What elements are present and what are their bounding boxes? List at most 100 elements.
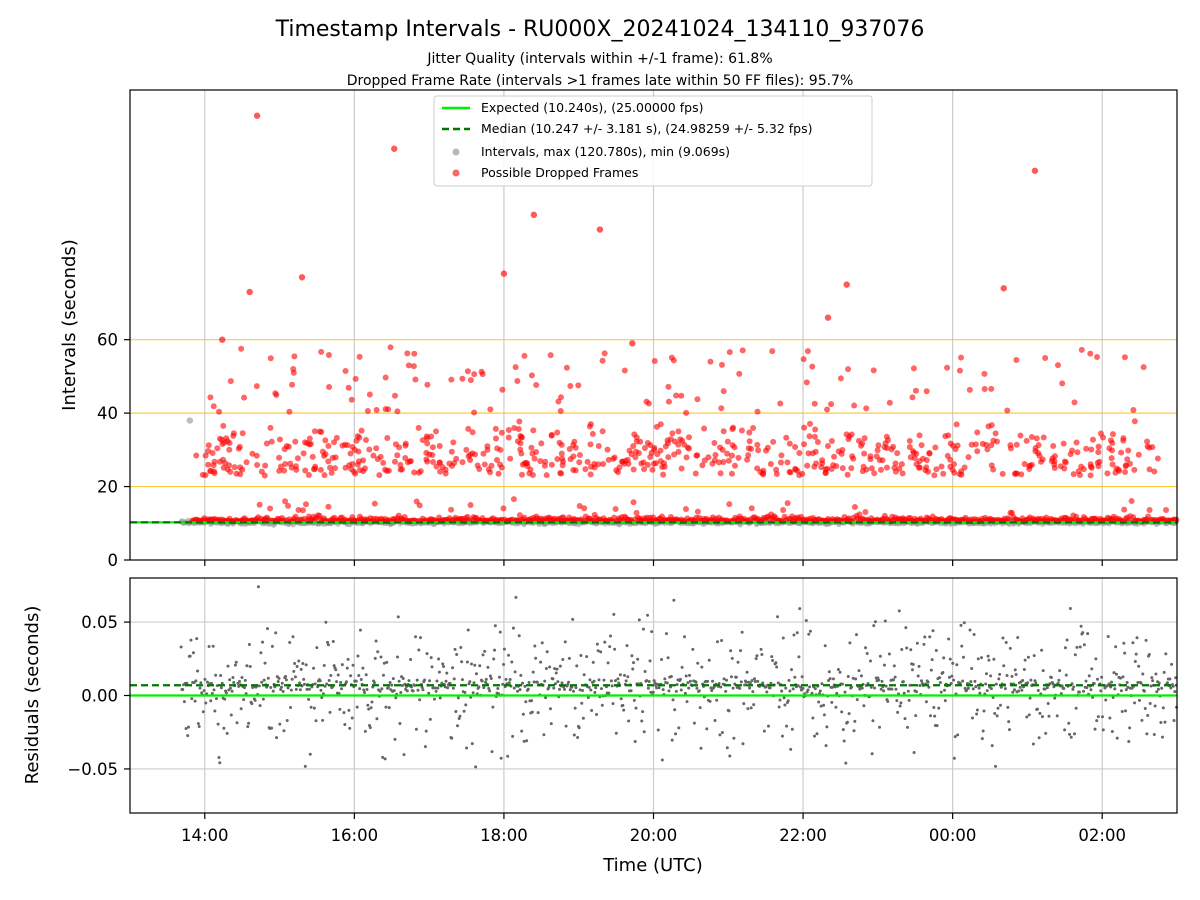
residual-point xyxy=(815,732,819,736)
residual-point xyxy=(451,686,455,690)
residual-point xyxy=(901,680,905,684)
residual-point xyxy=(521,712,525,716)
dropped-point xyxy=(557,407,564,414)
residual-point xyxy=(1020,688,1024,692)
dropped-point xyxy=(1051,453,1058,460)
residual-point xyxy=(1133,701,1137,705)
dropped-point xyxy=(1042,354,1049,361)
residual-point xyxy=(435,679,439,683)
dropped-point xyxy=(604,446,611,453)
residual-point xyxy=(776,615,780,619)
residual-point xyxy=(265,627,269,631)
residual-point xyxy=(411,689,415,693)
dropped-point xyxy=(557,469,564,476)
residual-point xyxy=(359,677,363,681)
residual-point xyxy=(548,665,552,669)
dropped-point xyxy=(576,451,583,458)
dropped-point xyxy=(707,358,714,365)
residual-point xyxy=(715,640,719,644)
residual-point xyxy=(225,731,229,735)
legend-intervals-label: Intervals, max (120.780s), min (9.069s) xyxy=(481,144,730,159)
dropped-point xyxy=(786,440,793,447)
residual-point xyxy=(607,691,611,695)
residual-point xyxy=(396,615,400,619)
residual-point xyxy=(218,761,222,765)
dropped-point xyxy=(953,421,960,428)
dropped-point xyxy=(505,427,512,434)
dropped-point xyxy=(801,424,808,431)
residual-point xyxy=(882,663,886,667)
dropped-point xyxy=(345,384,352,391)
dropped-point xyxy=(300,507,307,514)
residual-point xyxy=(738,686,742,690)
residual-point xyxy=(887,652,891,656)
residual-point xyxy=(511,734,515,738)
residual-point xyxy=(1139,681,1143,685)
residual-point xyxy=(1154,672,1158,676)
dropped-point xyxy=(681,441,688,448)
residual-point xyxy=(1011,690,1015,694)
dropped-point xyxy=(1075,468,1082,475)
residual-point xyxy=(947,675,951,679)
dropped-point xyxy=(235,445,242,452)
residuals-y-tick-label: 0.05 xyxy=(81,613,118,632)
residual-point xyxy=(381,673,385,677)
dropped-point xyxy=(888,446,895,453)
residual-point xyxy=(536,711,540,715)
dropped-point xyxy=(1144,443,1151,450)
residual-point xyxy=(1163,720,1167,724)
dropped-point xyxy=(870,367,877,374)
residual-point xyxy=(713,719,717,723)
dropped-point xyxy=(1163,506,1170,513)
dropped-point xyxy=(916,464,923,471)
residual-point xyxy=(279,685,283,689)
dropped-point xyxy=(533,381,540,388)
dropped-point xyxy=(498,429,505,436)
residual-point xyxy=(230,689,234,693)
residual-point xyxy=(530,699,534,703)
residual-point xyxy=(346,657,350,661)
residual-point xyxy=(1171,684,1175,688)
residual-point xyxy=(976,657,980,661)
dropped-point xyxy=(353,437,360,444)
residual-point xyxy=(551,677,555,681)
residual-point xyxy=(558,664,562,668)
dropped-point xyxy=(436,459,443,466)
residual-point xyxy=(1099,689,1103,693)
residual-point xyxy=(1057,678,1061,682)
dropped-point xyxy=(755,447,762,454)
dropped-point xyxy=(720,388,727,395)
dropped-point xyxy=(851,402,858,409)
residual-point xyxy=(1072,732,1076,736)
dropped-point xyxy=(1038,458,1045,465)
residual-point xyxy=(660,658,664,662)
residual-point xyxy=(401,677,405,681)
dropped-point xyxy=(555,398,562,405)
residual-point xyxy=(900,647,904,651)
dropped-point xyxy=(720,458,727,465)
dropped-point xyxy=(348,396,355,403)
residual-point xyxy=(1146,714,1150,718)
residual-point xyxy=(1100,715,1104,719)
residual-point xyxy=(376,650,380,654)
residual-point xyxy=(943,688,947,692)
dropped-point xyxy=(754,408,761,415)
dropped-point xyxy=(302,439,309,446)
dropped-point xyxy=(484,443,491,450)
residual-point xyxy=(1170,662,1174,666)
residual-point xyxy=(345,666,349,670)
dropped-point xyxy=(471,371,478,378)
dropped-point xyxy=(575,382,582,389)
dropped-point xyxy=(394,452,401,459)
dropped-point xyxy=(863,405,870,412)
residual-point xyxy=(807,632,811,636)
dropped-point xyxy=(806,433,813,440)
dropped-point xyxy=(701,457,708,464)
dropped-point xyxy=(726,501,733,508)
residual-point xyxy=(354,679,358,683)
residual-point xyxy=(627,719,631,723)
residual-point xyxy=(667,689,671,693)
residual-point xyxy=(813,687,817,691)
residual-point xyxy=(194,679,198,683)
residual-point xyxy=(338,707,342,711)
